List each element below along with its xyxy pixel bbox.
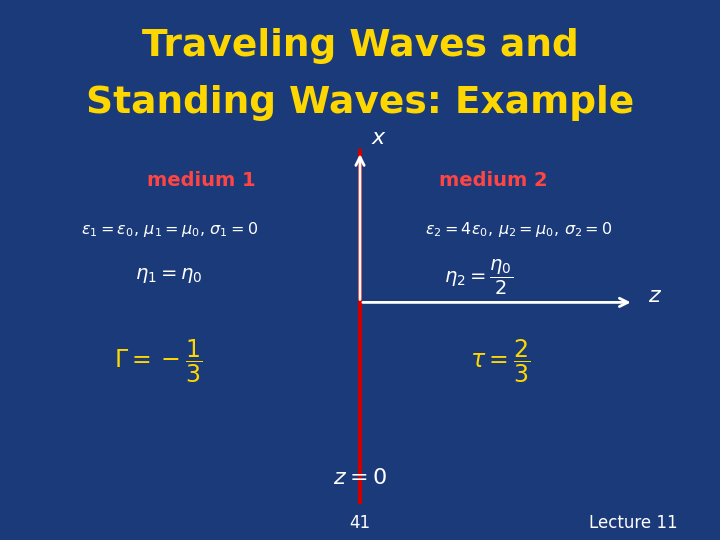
Text: Traveling Waves and: Traveling Waves and: [142, 28, 578, 64]
Text: 41: 41: [349, 514, 371, 532]
Text: $\varepsilon_2 = 4\varepsilon_0,\, \mu_2 = \mu_0,\, \sigma_2 = 0$: $\varepsilon_2 = 4\varepsilon_0,\, \mu_2…: [425, 220, 612, 239]
Text: z: z: [648, 286, 660, 306]
Text: $z = 0$: $z = 0$: [333, 468, 387, 488]
Text: $\Gamma = -\dfrac{1}{3}$: $\Gamma = -\dfrac{1}{3}$: [114, 338, 202, 386]
Text: $\tau = \dfrac{2}{3}$: $\tau = \dfrac{2}{3}$: [470, 338, 531, 386]
Text: medium 1: medium 1: [148, 171, 256, 191]
Text: $\eta_1 = \eta_0$: $\eta_1 = \eta_0$: [135, 266, 203, 285]
Text: x: x: [372, 127, 384, 148]
Text: medium 2: medium 2: [439, 171, 547, 191]
Text: $\eta_2 = \dfrac{\eta_0}{2}$: $\eta_2 = \dfrac{\eta_0}{2}$: [444, 258, 513, 296]
Text: Lecture 11: Lecture 11: [589, 514, 678, 532]
Text: Standing Waves: Example: Standing Waves: Example: [86, 85, 634, 120]
Text: $\varepsilon_1 = \varepsilon_0,\, \mu_1 = \mu_0,\, \sigma_1 = 0$: $\varepsilon_1 = \varepsilon_0,\, \mu_1 …: [81, 220, 258, 239]
